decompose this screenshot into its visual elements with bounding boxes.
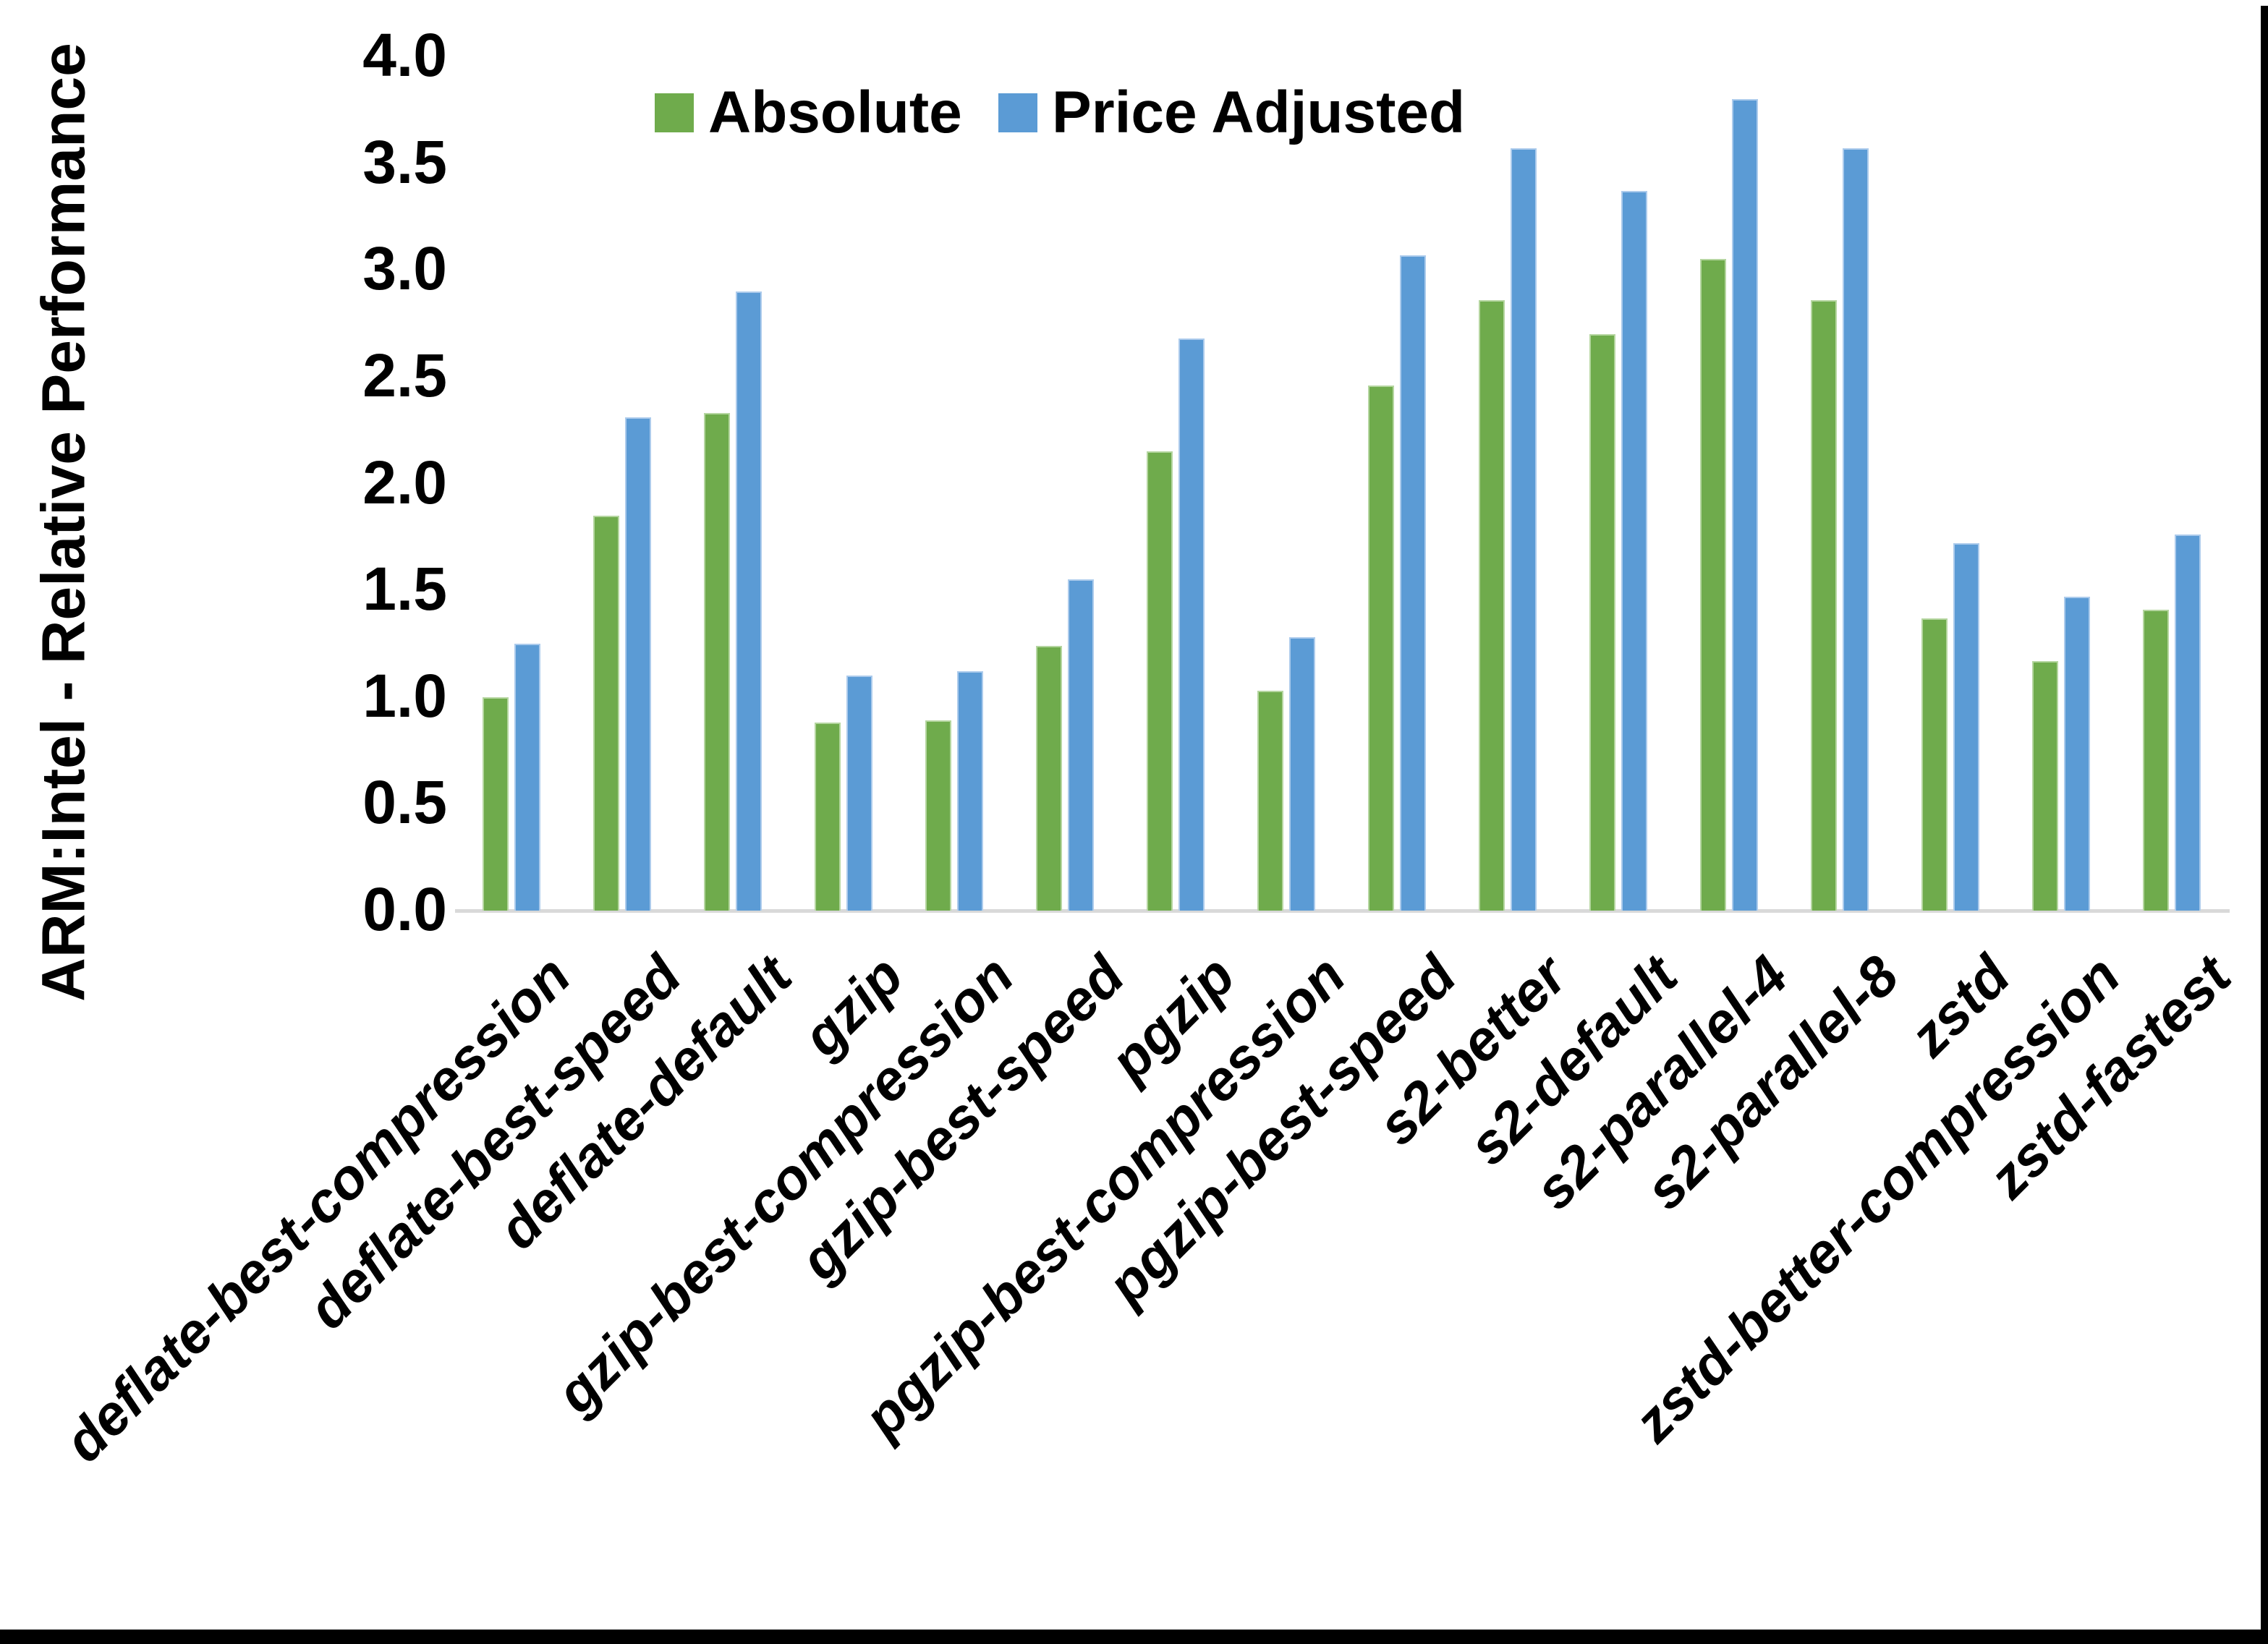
y-tick-label: 0.0 [362,875,447,943]
y-tick-label: 3.5 [362,127,447,196]
legend-label: Price Adjusted [1052,80,1466,145]
legend-swatch-price-adjusted [998,93,1037,132]
bar-absolute-pgzip [1147,451,1173,911]
bar-price-adjusted-s2-default [1621,191,1647,911]
bar-price-adjusted-s2-better [1511,148,1537,911]
bar-absolute-s2-parallel-4 [1700,259,1726,911]
y-tick-label: 2.5 [362,341,447,409]
bar-price-adjusted-pgzip-best-compression [1289,637,1315,911]
bar-price-adjusted-zstd-better-compression [2064,597,2090,911]
bar-price-adjusted-gzip-best-compression [957,671,983,911]
y-tick-label: 3.0 [362,234,447,303]
bar-absolute-pgzip-best-speed [1368,386,1394,911]
bar-absolute-gzip-best-speed [1036,646,1062,911]
bar-absolute-deflate-best-compression [483,697,509,911]
y-tick-label: 2.0 [362,448,447,516]
y-tick-label: 1.5 [362,555,447,623]
bar-absolute-pgzip-best-compression [1257,691,1283,911]
y-tick-label: 1.0 [362,661,447,730]
y-axis-title: ARM:Intel - Relative Performance [29,43,98,1002]
x-axis-line [455,909,2230,913]
bar-price-adjusted-zstd [1953,543,1979,911]
bar-absolute-gzip [815,723,841,911]
y-tick-label: 0.5 [362,768,447,837]
bar-price-adjusted-s2-parallel-8 [1843,148,1869,911]
bar-price-adjusted-pgzip-best-speed [1400,255,1426,911]
bar-absolute-zstd-fastest [2143,610,2169,911]
bar-price-adjusted-zstd-fastest [2175,534,2201,911]
bar-price-adjusted-gzip [846,676,872,911]
bar-absolute-zstd [1921,618,1948,911]
legend-item-absolute: Absolute [655,83,962,142]
y-tick-label: 4.0 [362,21,447,89]
bar-absolute-s2-better [1479,300,1505,911]
bar-absolute-s2-parallel-8 [1811,300,1837,911]
bar-absolute-zstd-better-compression [2032,661,2058,911]
bar-price-adjusted-pgzip [1178,338,1205,911]
bar-price-adjusted-deflate-best-speed [625,417,651,911]
bar-absolute-deflate-best-speed [593,516,619,911]
legend-swatch-absolute [655,93,694,132]
bar-price-adjusted-deflate-best-compression [514,644,540,911]
bar-price-adjusted-deflate-default [736,291,762,911]
bar-price-adjusted-gzip-best-speed [1068,579,1094,911]
legend-item-price-adjusted: Price Adjusted [998,83,1465,142]
legend-label: Absolute [708,80,962,145]
page-border-right [2261,6,2268,1644]
bar-price-adjusted-s2-parallel-4 [1732,99,1758,911]
bar-absolute-gzip-best-compression [925,720,951,911]
page-border-bottom [0,1630,2268,1644]
bar-absolute-deflate-default [704,413,730,911]
bar-absolute-s2-default [1589,334,1615,911]
